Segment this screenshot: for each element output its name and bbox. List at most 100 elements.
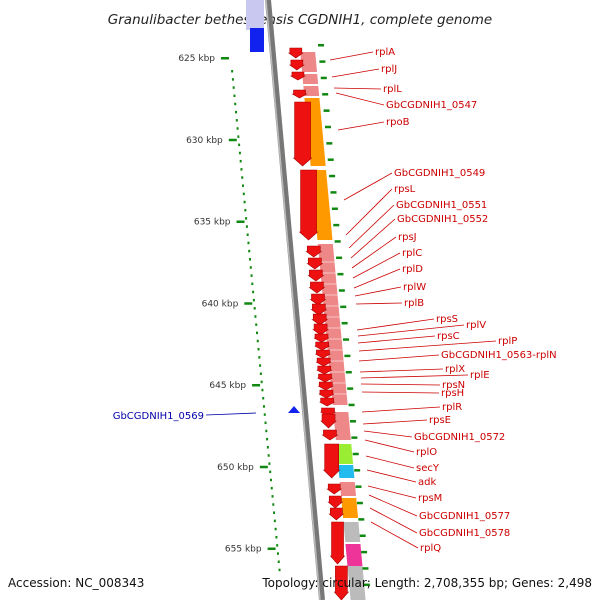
outer-tick <box>354 469 361 472</box>
topology-text: Topology: circular; Length: 2,708,355 bp… <box>261 576 592 590</box>
gene-arrow[interactable] <box>307 269 325 282</box>
gene-arrow[interactable] <box>316 365 332 375</box>
leader-line <box>362 419 428 425</box>
gene-label[interactable]: rpsE <box>429 415 451 426</box>
gene-label[interactable]: secY <box>416 463 440 474</box>
map-title: Granulibacter bethesdensis CGDNIH1, comp… <box>108 12 492 28</box>
gene-arrow[interactable] <box>309 293 327 306</box>
leader-line <box>361 406 441 413</box>
gene-label[interactable]: rplB <box>404 298 424 309</box>
gene-label[interactable]: rplJ <box>381 64 397 75</box>
scale-dot <box>269 470 272 474</box>
gene-arrow[interactable] <box>311 313 329 326</box>
leader-line <box>364 439 415 453</box>
gene-arrow[interactable] <box>315 357 332 367</box>
gene-label[interactable]: rplC <box>402 248 422 259</box>
gene-label[interactable]: rpsH <box>441 388 464 399</box>
gene-arrow-0577[interactable] <box>328 507 345 521</box>
genome-backbone-highlight <box>265 0 321 600</box>
gene-label[interactable]: rplL <box>383 84 402 95</box>
kbp-tick-label: 625 kbp <box>178 54 215 64</box>
gene-label[interactable]: rpsC <box>437 331 460 342</box>
scale-dot <box>252 290 255 294</box>
kbp-scale: 625 kbp 630 kbp 635 kbp 640 kbp 645 kbp 650 k… <box>178 54 281 572</box>
gene-arrow-0569[interactable] <box>288 406 300 413</box>
scale-dot <box>250 274 253 277</box>
gene-arrow-0547[interactable] <box>291 89 308 99</box>
gene-label[interactable]: GbCGDNIH1_0551 <box>396 200 487 211</box>
gene-arrow-rplL[interactable] <box>289 71 307 81</box>
gene-arrow[interactable] <box>306 257 324 270</box>
gene-arrow[interactable] <box>333 565 350 600</box>
gene-label[interactable]: rplW <box>403 282 426 293</box>
gene-arrow[interactable] <box>315 349 331 359</box>
leader-line <box>205 412 257 416</box>
gene-arrow[interactable] <box>314 341 330 351</box>
gene-label[interactable]: rplE <box>470 370 490 381</box>
gene-arrow-rpsE[interactable] <box>320 413 337 429</box>
gene-arrow-0549[interactable] <box>298 169 319 241</box>
gene-label[interactable]: rplD <box>402 264 423 275</box>
gene-arrow-secY[interactable] <box>322 443 341 479</box>
gene-arrow-rplQ[interactable] <box>329 521 346 565</box>
leader-line <box>359 368 444 373</box>
gene-label[interactable]: rplA <box>375 47 395 58</box>
gene-arrow[interactable] <box>319 397 335 407</box>
gene-arrow[interactable] <box>318 381 334 391</box>
gene-label[interactable]: GbCGDNIH1_0563-rplN <box>441 350 557 361</box>
gene-arrow-rplA[interactable] <box>287 47 304 59</box>
gene-arrow-0572[interactable] <box>321 429 339 441</box>
gene-label[interactable]: rplR <box>442 402 462 413</box>
leader-line <box>360 374 469 379</box>
gene-label[interactable]: GbCGDNIH1_0549 <box>394 168 485 179</box>
outer-tick <box>355 485 362 488</box>
gene-arrow-rpsM[interactable] <box>327 495 344 509</box>
gene-label[interactable]: rplP <box>498 336 517 347</box>
leader-line <box>358 340 497 352</box>
kbp-tick-label: 655 kbp <box>225 545 262 555</box>
gene-arrow-rpoB[interactable] <box>292 101 313 167</box>
kbp-tick <box>259 465 268 469</box>
kbp-tick <box>244 302 253 305</box>
gene-label[interactable]: rplX <box>445 364 465 375</box>
feature-tracks <box>300 52 366 600</box>
gene-arrow[interactable] <box>308 281 326 294</box>
outer-tick <box>348 403 355 407</box>
gene-arrow-rplJ[interactable] <box>288 59 305 71</box>
gene-label[interactable]: rpsN <box>442 380 465 391</box>
leader-line <box>366 469 417 483</box>
gene-label[interactable]: adk <box>418 477 436 488</box>
gene-label[interactable]: rpsJ <box>398 232 417 243</box>
gene-label[interactable]: rpsM <box>418 493 442 504</box>
gene-label[interactable]: GbCGDNIH1_0572 <box>414 432 505 443</box>
gene-label[interactable]: rpsL <box>394 184 416 195</box>
gene-label[interactable]: rpoB <box>386 117 410 128</box>
gene-label-minus[interactable]: GbCGDNIH1_0569 <box>113 411 204 422</box>
scale-dot <box>245 217 248 220</box>
outer-tick <box>320 76 327 80</box>
gene-label[interactable]: rpsS <box>436 314 458 325</box>
leader-line <box>360 383 441 386</box>
gene-arrow[interactable] <box>313 333 330 343</box>
scale-dot <box>232 86 235 89</box>
scale-dot <box>234 102 237 106</box>
outer-tick <box>333 223 340 227</box>
gene-label[interactable]: rplO <box>416 447 437 458</box>
outer-tick <box>358 518 365 521</box>
gene-label[interactable]: GbCGDNIH1_0578 <box>419 528 510 539</box>
gene-label[interactable]: rplV <box>466 320 486 331</box>
kbp-tick <box>236 220 245 223</box>
accession-text: Accession: NC_008343 <box>8 576 144 590</box>
gene-label[interactable]: rplQ <box>420 543 441 554</box>
gene-label[interactable]: GbCGDNIH1_0577 <box>419 511 510 522</box>
gene-arrow[interactable] <box>318 389 335 399</box>
gene-label[interactable]: GbCGDNIH1_0547 <box>386 100 477 111</box>
gene-arrow[interactable] <box>305 245 323 258</box>
gene-arrow[interactable] <box>312 323 330 336</box>
scale-dot <box>265 429 268 433</box>
gene-arrow[interactable] <box>317 373 333 383</box>
gene-arrow-adk[interactable] <box>326 483 343 495</box>
gene-arrow[interactable] <box>310 303 328 316</box>
track-segment <box>336 444 354 464</box>
gene-label[interactable]: GbCGDNIH1_0552 <box>397 214 488 225</box>
